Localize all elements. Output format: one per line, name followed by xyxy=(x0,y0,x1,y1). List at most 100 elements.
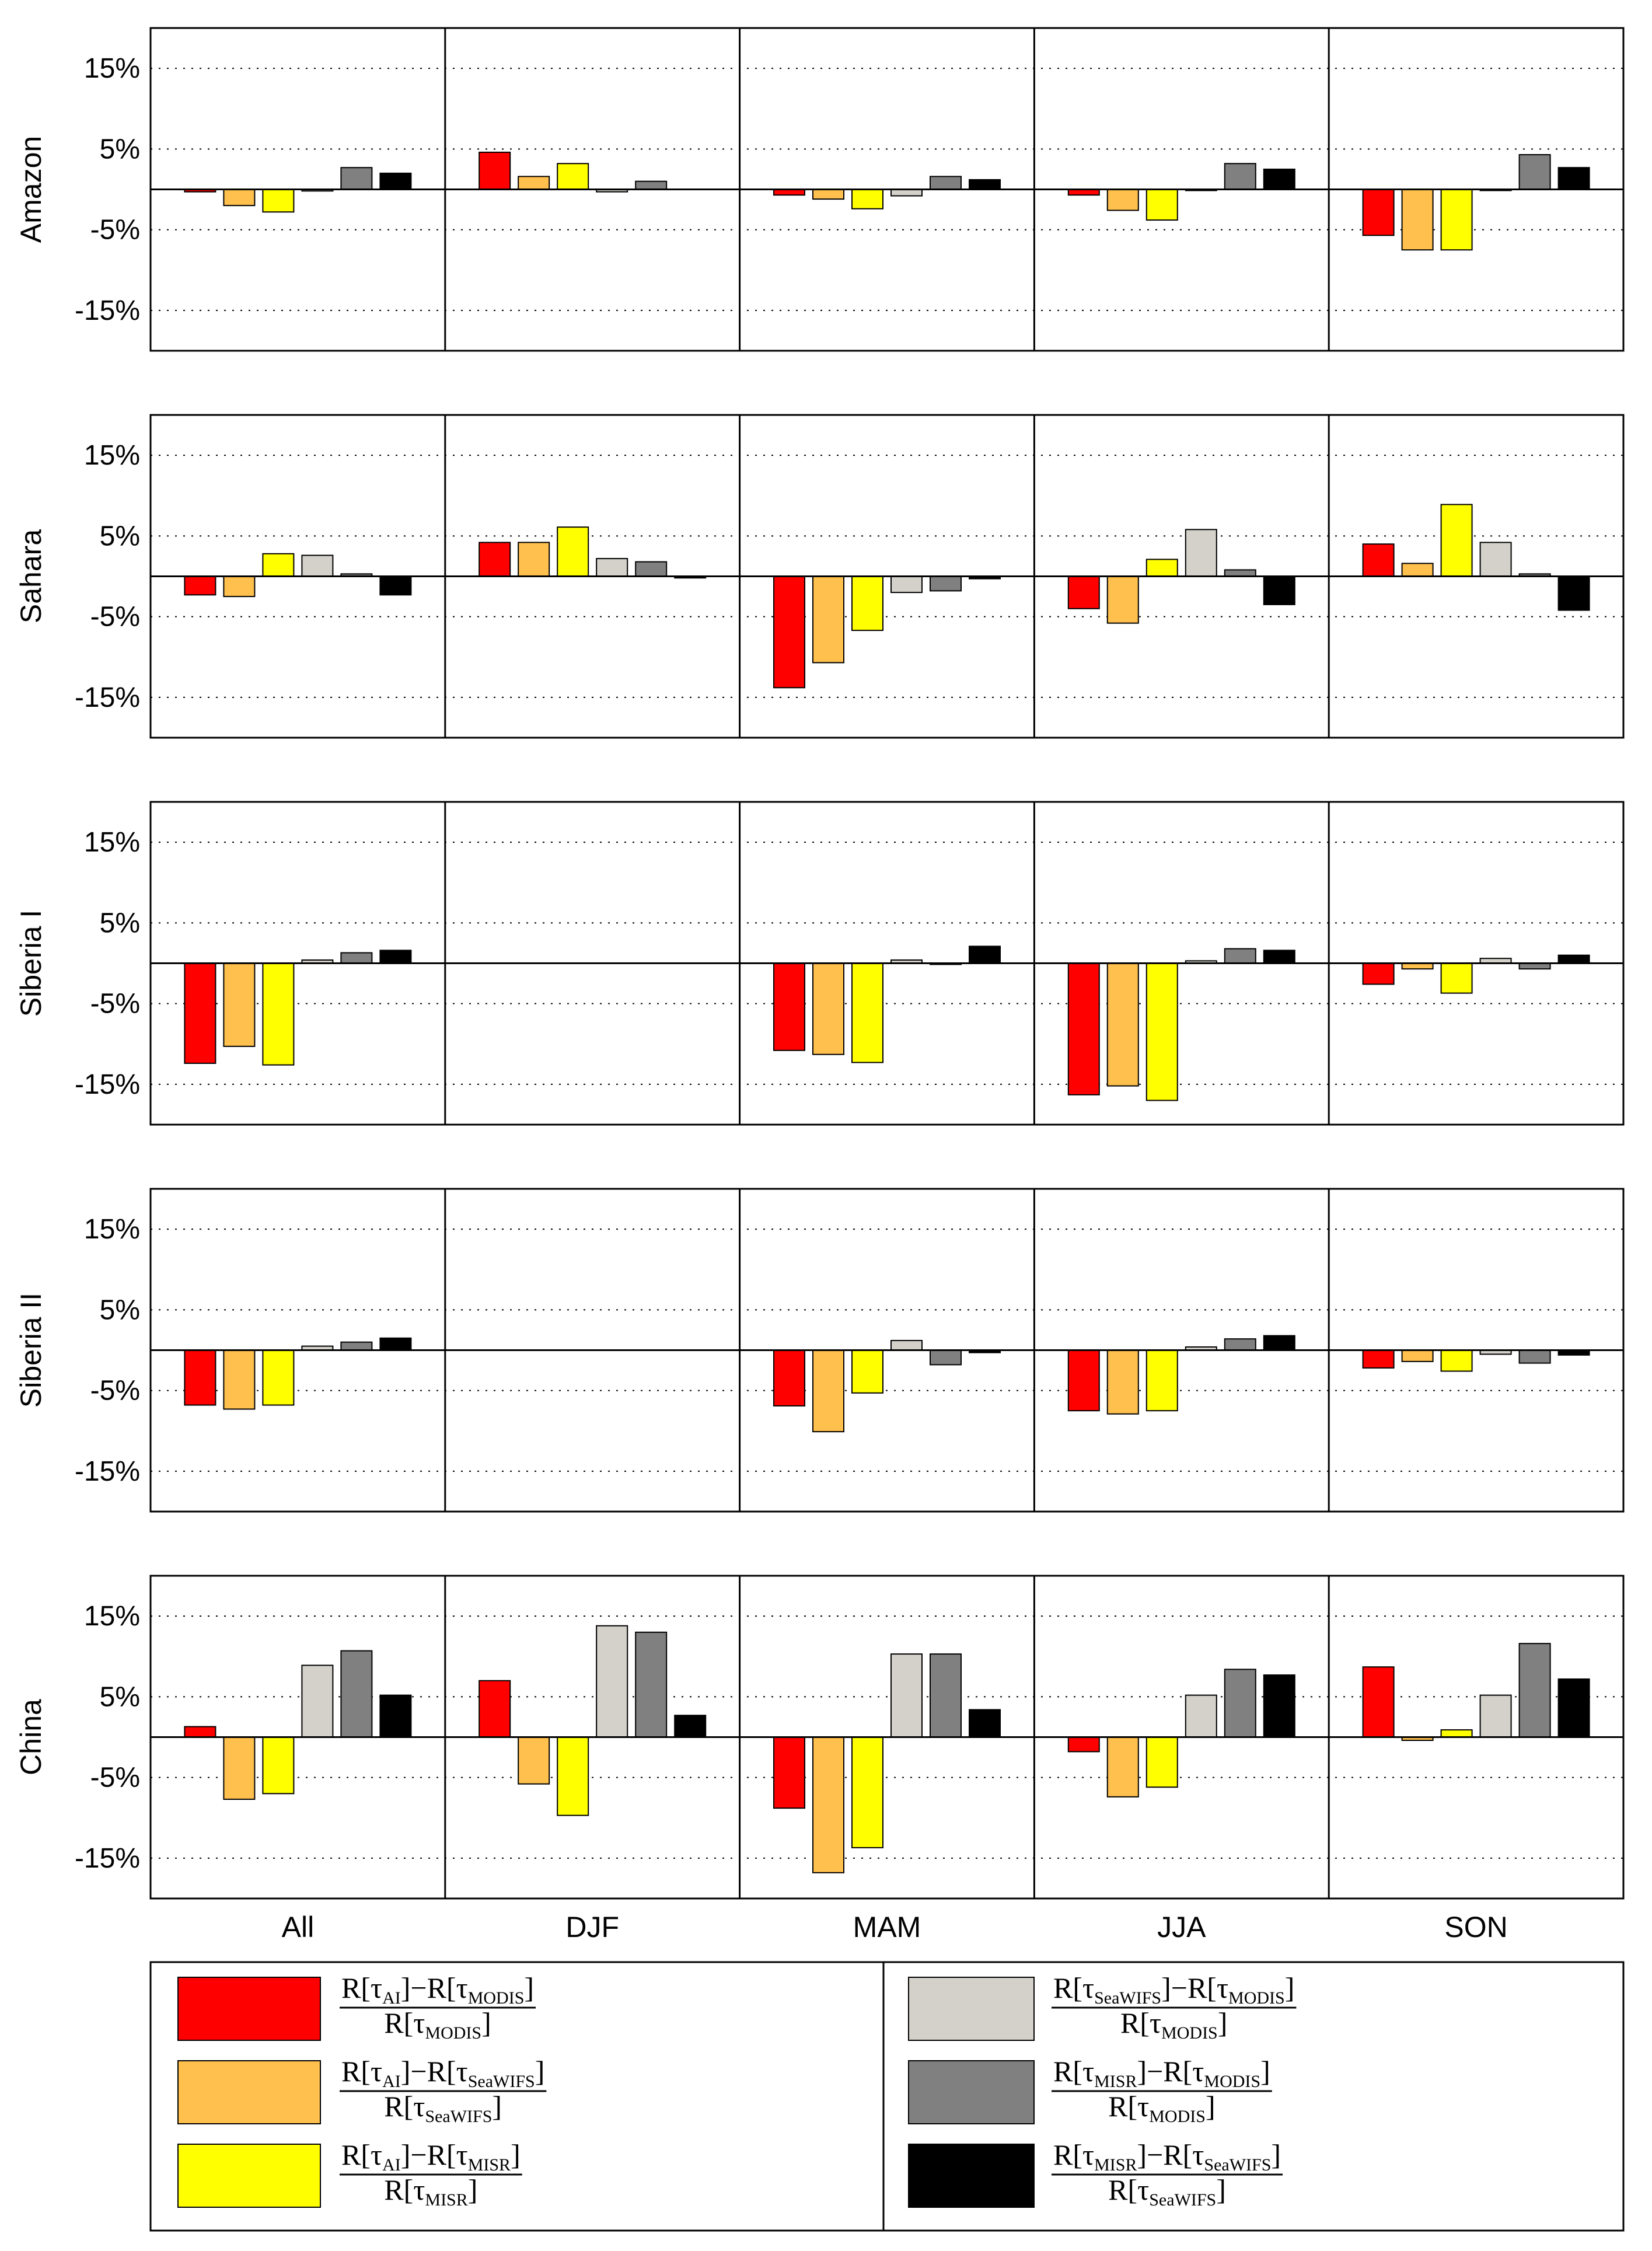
bar-siberia-i-all-ai_misr xyxy=(262,962,295,1066)
bar-china-jja-ai_seawifs xyxy=(1106,1736,1139,1798)
bar-sahara-mam-misr_modis xyxy=(930,575,962,592)
y-tick-label: -5% xyxy=(90,1763,140,1793)
bar-siberia-ii-mam-ai_modis xyxy=(773,1349,805,1407)
y-tick-label: -5% xyxy=(90,215,140,246)
bar-siberia-i-all-misr_seawifs xyxy=(379,950,412,964)
bar-siberia-ii-jja-misr_seawifs xyxy=(1263,1335,1295,1351)
x-label-mam: MAM xyxy=(853,1911,921,1943)
panel-frame xyxy=(149,1188,1625,1513)
legend-term: ]−R[τ xyxy=(401,1971,468,2004)
legend-term: ]−R[τ xyxy=(1137,2138,1204,2171)
legend-swatch xyxy=(908,1977,1035,2041)
legend-swatch xyxy=(177,1977,321,2041)
bar-siberia-i-jja-misr_seawifs xyxy=(1263,950,1295,964)
bar-china-all-misr_modis xyxy=(340,1650,373,1738)
bar-amazon-djf-ai_seawifs xyxy=(518,176,550,190)
panel-row-sahara: 15% 5% -5% -15% Sahara xyxy=(15,414,1625,739)
region-label-amazon: Amazon xyxy=(15,136,47,243)
panel-frame xyxy=(149,801,1625,1126)
legend-subscript: SeaWIFS xyxy=(1149,2190,1216,2210)
bar-amazon-mam-misr_seawifs xyxy=(969,179,1001,190)
bar-amazon-jja-misr_seawifs xyxy=(1263,168,1295,190)
bar-amazon-son-misr_seawifs xyxy=(1557,167,1590,190)
bar-china-jja-seawifs_modis xyxy=(1185,1694,1217,1738)
bar-siberia-ii-son-misr_modis xyxy=(1518,1349,1551,1364)
legend-term: ] xyxy=(468,2173,478,2206)
bar-siberia-ii-mam-ai_misr xyxy=(851,1349,883,1394)
bar-siberia-i-jja-misr_modis xyxy=(1224,948,1256,964)
legend-swatch xyxy=(177,2060,321,2124)
bar-china-son-seawifs_modis xyxy=(1479,1694,1512,1738)
bar-china-all-misr_seawifs xyxy=(379,1694,412,1738)
bar-amazon-all-ai_seawifs xyxy=(223,189,256,207)
legend-subscript: MODIS xyxy=(468,1988,525,2008)
legend-denominator: R[τMODIS] xyxy=(384,2006,491,2043)
bar-sahara-jja-misr_modis xyxy=(1224,569,1256,577)
legend-subscript: MISR xyxy=(1094,2072,1137,2091)
y-tick-label: 15% xyxy=(84,827,140,858)
legend-term: ] xyxy=(1206,2090,1216,2123)
bar-china-djf-seawifs_modis xyxy=(596,1625,628,1738)
bar-china-all-seawifs_modis xyxy=(301,1664,334,1738)
legend-subscript: MISR xyxy=(468,2155,511,2175)
bar-amazon-son-ai_misr xyxy=(1440,189,1473,251)
legend-term: ] xyxy=(1260,2055,1270,2088)
legend: R[τAI]−R[τMODIS]R[τMODIS]R[τAI]−R[τSeaWI… xyxy=(149,1961,1625,2232)
bar-siberia-i-jja-ai_modis xyxy=(1067,962,1100,1095)
panel-frame xyxy=(149,414,1625,739)
legend-subscript: SeaWIFS xyxy=(1204,2155,1271,2175)
bar-sahara-jja-seawifs_modis xyxy=(1185,529,1217,577)
bar-china-djf-ai_misr xyxy=(557,1736,589,1816)
legend-term: ]−R[τ xyxy=(401,2055,468,2088)
legend-denominator: R[τMODIS] xyxy=(1120,2006,1227,2043)
bar-sahara-jja-ai_misr xyxy=(1145,559,1178,577)
y-tick-label: -15% xyxy=(75,682,140,713)
panel-row-siberia-ii: 15% 5% -5% -15% Siberia II xyxy=(15,1188,1625,1513)
bar-sahara-son-ai_seawifs xyxy=(1401,563,1434,577)
legend-numerator: R[τAI]−R[τSeaWIFS] xyxy=(341,2055,544,2091)
legend-term: R[τ xyxy=(384,2006,425,2039)
legend-subscript: MODIS xyxy=(425,2023,481,2043)
bar-siberia-ii-mam-seawifs_modis xyxy=(890,1339,923,1351)
y-tick-label: -5% xyxy=(90,1376,140,1407)
bar-siberia-ii-jja-ai_modis xyxy=(1067,1349,1100,1412)
bar-sahara-mam-seawifs_modis xyxy=(890,575,923,594)
legend-term: R[τ xyxy=(341,1971,382,2004)
bar-siberia-ii-all-ai_seawifs xyxy=(223,1349,256,1410)
legend-entry-seawifs_modis: R[τSeaWIFS]−R[τMODIS]R[τMODIS] xyxy=(908,1971,1297,2043)
bar-china-son-ai_modis xyxy=(1362,1666,1395,1738)
bar-amazon-djf-ai_modis xyxy=(479,151,511,190)
legend-numerator: R[τAI]−R[τMODIS] xyxy=(341,1971,534,2008)
bar-sahara-all-seawifs_modis xyxy=(301,554,334,577)
legend-denominator: R[τSeaWIFS] xyxy=(384,2090,502,2126)
bar-amazon-djf-ai_misr xyxy=(557,163,589,190)
bar-sahara-son-misr_seawifs xyxy=(1557,575,1590,611)
bar-china-all-ai_misr xyxy=(262,1736,295,1795)
legend-entry-misr_seawifs: R[τMISR]−R[τSeaWIFS]R[τSeaWIFS] xyxy=(908,2138,1283,2210)
legend-denominator: R[τSeaWIFS] xyxy=(1108,2173,1226,2210)
legend-entry-ai_modis: R[τAI]−R[τMODIS]R[τMODIS] xyxy=(177,1971,536,2043)
bar-amazon-mam-seawifs_modis xyxy=(890,189,923,197)
bar-amazon-mam-ai_seawifs xyxy=(812,189,844,200)
bar-china-djf-ai_modis xyxy=(479,1680,511,1738)
panel-grid: 15% 5% -5% -15% Amazon 15% 5% -5% -15% Sahara 15% 5… xyxy=(15,27,1625,1900)
y-tick-label: -15% xyxy=(75,1069,140,1100)
legend-term: ] xyxy=(511,2138,521,2171)
bar-siberia-ii-all-ai_misr xyxy=(262,1349,295,1406)
bar-siberia-i-mam-ai_modis xyxy=(773,962,805,1051)
legend-entry-ai_seawifs: R[τAI]−R[τSeaWIFS]R[τSeaWIFS] xyxy=(177,2055,547,2126)
bar-siberia-i-mam-misr_seawifs xyxy=(969,945,1001,964)
legend-term: R[τ xyxy=(384,2090,425,2123)
bar-china-mam-misr_seawifs xyxy=(969,1709,1001,1738)
bar-china-all-ai_seawifs xyxy=(223,1736,256,1800)
bar-amazon-all-misr_modis xyxy=(340,167,373,190)
bar-china-son-misr_modis xyxy=(1518,1643,1551,1738)
legend-subscript: SeaWIFS xyxy=(468,2072,535,2091)
bar-siberia-i-son-misr_seawifs xyxy=(1557,954,1590,964)
bar-china-jja-ai_modis xyxy=(1067,1736,1100,1753)
legend-subscript: AI xyxy=(382,2155,401,2175)
panel-frame xyxy=(149,27,1625,352)
bar-china-djf-ai_seawifs xyxy=(518,1736,550,1785)
x-label-all: All xyxy=(282,1911,315,1943)
bar-amazon-son-ai_seawifs xyxy=(1401,189,1434,251)
